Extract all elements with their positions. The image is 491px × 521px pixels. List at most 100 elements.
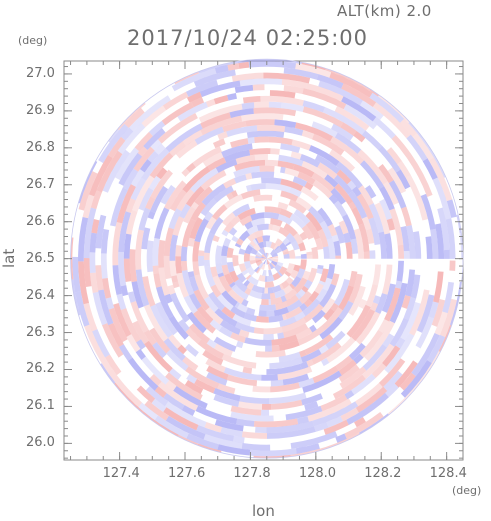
radar-bin <box>293 232 304 245</box>
radar-bin <box>243 312 257 322</box>
radar-bin <box>283 223 298 237</box>
radar-bin <box>295 196 312 211</box>
radar-bin <box>185 328 202 344</box>
radar-bin <box>266 252 270 259</box>
radar-bin <box>151 398 167 413</box>
radar-bin <box>351 373 376 395</box>
radar-bin <box>266 258 271 264</box>
radar-bin <box>261 374 279 381</box>
radar-bin <box>359 329 383 358</box>
radar-bin <box>230 215 241 226</box>
radar-bin <box>215 245 223 264</box>
radar-bin <box>346 392 389 425</box>
radar-bin <box>129 249 138 283</box>
radar-bin <box>168 315 189 340</box>
radar-bin <box>100 253 108 279</box>
radar-bin <box>183 206 196 224</box>
radar-bin <box>372 102 411 139</box>
radar-bin <box>343 104 377 130</box>
radar-bin <box>107 369 143 408</box>
radar-bin <box>212 138 226 149</box>
radar-bin <box>356 193 374 220</box>
radar-bin <box>226 192 234 201</box>
radar-bin <box>346 304 371 338</box>
radar-bin <box>443 249 450 259</box>
radar-bin <box>261 255 267 259</box>
radar-bin <box>226 374 258 387</box>
radar-bin <box>300 348 322 363</box>
radar-bin <box>303 298 313 308</box>
radar-bin <box>95 265 104 291</box>
radar-bin <box>382 333 395 348</box>
radar-bin <box>187 237 195 247</box>
radar-bin <box>264 159 279 167</box>
radar-bin <box>89 232 98 253</box>
radar-bin <box>261 403 272 410</box>
radar-bin <box>169 260 177 277</box>
radar-bin <box>186 311 207 334</box>
radar-bin <box>395 169 411 190</box>
y-tick-label: 26.6 <box>26 213 55 229</box>
radar-bin <box>263 333 275 341</box>
radar-bin <box>326 416 343 428</box>
radar-bin <box>338 364 360 383</box>
radar-bin <box>277 201 289 211</box>
radar-bin <box>264 206 282 214</box>
radar-bin <box>245 119 275 127</box>
radar-bin <box>297 288 306 298</box>
radar-bin <box>389 317 409 347</box>
radar-bin <box>266 310 275 317</box>
radar-bin <box>279 283 285 291</box>
radar-bin <box>144 340 173 373</box>
radar-bin <box>116 293 127 310</box>
radar-bin <box>263 72 311 84</box>
radar-bin <box>190 167 219 193</box>
radar-bin <box>301 224 314 240</box>
radar-bin <box>154 143 166 155</box>
radar-bin <box>152 342 167 359</box>
radar-bin <box>232 203 251 217</box>
radar-bin <box>333 174 353 195</box>
radar-bin <box>244 221 254 230</box>
radar-bin <box>120 308 141 343</box>
radar-bin <box>143 329 157 346</box>
radar-bin <box>280 190 299 202</box>
radar-bin <box>318 344 329 355</box>
radar-bin <box>164 401 207 428</box>
radar-bin <box>204 265 216 288</box>
radar-bin <box>363 251 370 259</box>
radar-bin <box>149 152 174 179</box>
radar-bin <box>193 289 210 311</box>
radar-bin <box>240 189 261 200</box>
radar-bin <box>227 289 245 305</box>
radar-bin <box>285 241 292 247</box>
x-tick-label: 128.0 <box>298 466 337 481</box>
radar-bin <box>348 285 366 316</box>
radar-bin <box>252 385 271 393</box>
radar-bin <box>255 426 267 434</box>
radar-bin <box>295 63 332 78</box>
radar-bin <box>295 443 320 454</box>
radar-bin <box>437 207 450 251</box>
radar-bin <box>186 162 196 173</box>
radar-bin <box>319 283 337 308</box>
radar-bin <box>141 356 170 385</box>
axis-ticks <box>64 61 463 460</box>
radar-bin <box>219 319 241 335</box>
radar-bin <box>171 275 179 283</box>
radar-bin <box>83 207 97 259</box>
radar-bin <box>297 171 316 185</box>
radar-bin <box>281 317 307 333</box>
radar-bin <box>136 339 146 350</box>
radar-bin <box>270 218 283 227</box>
radar-bin <box>194 274 209 300</box>
radar-bin <box>181 270 195 296</box>
radar-scan-field <box>70 59 463 459</box>
radar-bin <box>236 418 255 427</box>
radar-bin <box>242 95 261 104</box>
radar-bin <box>148 175 161 191</box>
radar-bin <box>334 278 350 306</box>
radar-bin <box>300 253 307 259</box>
radar-bin <box>217 272 225 278</box>
radar-bin <box>368 203 384 233</box>
